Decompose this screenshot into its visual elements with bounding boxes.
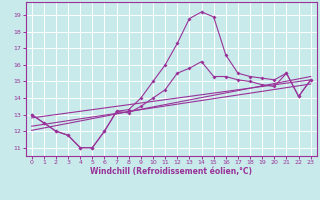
X-axis label: Windchill (Refroidissement éolien,°C): Windchill (Refroidissement éolien,°C) xyxy=(90,167,252,176)
